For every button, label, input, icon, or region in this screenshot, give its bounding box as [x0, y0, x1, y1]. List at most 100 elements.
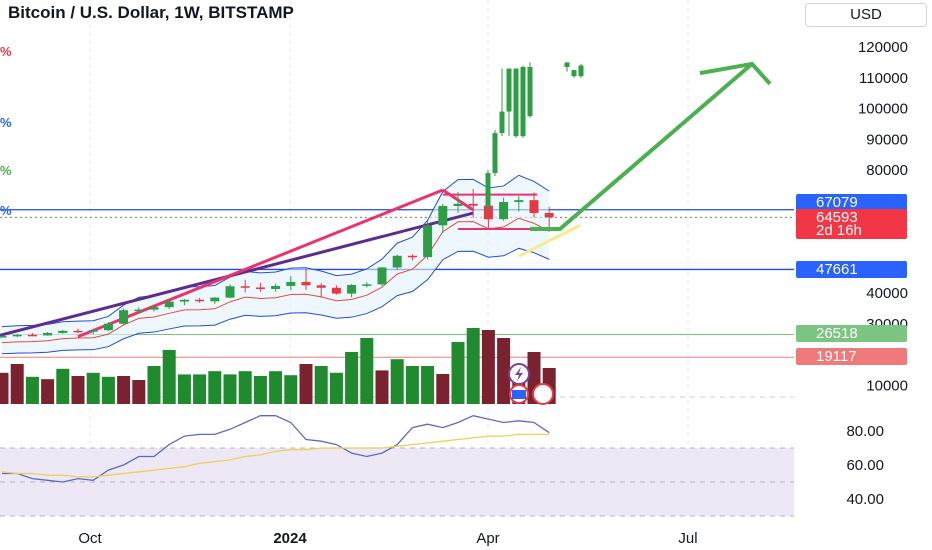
candle-body	[103, 323, 113, 331]
projection-body	[571, 70, 577, 77]
volume-bar	[56, 368, 70, 404]
candle-body	[331, 287, 341, 294]
volume-bar	[223, 374, 237, 404]
price-tag: 67079	[796, 194, 907, 211]
candle-body	[195, 299, 205, 302]
volume-bar	[329, 372, 343, 404]
candle-body	[347, 285, 357, 294]
volume-bar	[390, 359, 404, 404]
projection-arrowhead	[699, 61, 772, 86]
candle-body	[316, 285, 326, 288]
currency-selector[interactable]: USD	[805, 3, 927, 27]
candle-body	[119, 310, 129, 324]
x-tick-label: Apr	[476, 530, 499, 547]
y-tick-label: 90000	[866, 131, 908, 148]
us-flag-icon	[512, 390, 526, 399]
candle-body	[134, 309, 144, 312]
candle-body	[73, 330, 83, 333]
bollinger-upper-line	[1, 174, 550, 328]
percent-marker: %	[0, 163, 12, 178]
lightning-icon	[515, 367, 523, 381]
x-tick-label: Oct	[78, 530, 102, 547]
percent-marker: %	[0, 115, 12, 130]
volume-bar	[0, 372, 9, 404]
bollinger-lower-line	[1, 247, 550, 355]
candle-body	[0, 336, 7, 338]
projection-body	[513, 68, 519, 137]
candle-body	[164, 301, 174, 308]
candle-body	[377, 267, 387, 285]
projection-body	[520, 66, 526, 137]
candle-body	[423, 225, 433, 258]
candle-body	[407, 255, 417, 258]
projection-body	[506, 68, 512, 112]
price-tag: 26518	[796, 325, 907, 342]
volume-bar	[25, 376, 39, 404]
volume-bar	[208, 371, 222, 404]
projection-arrow	[530, 62, 754, 232]
price-tag: 64593	[796, 209, 907, 226]
volume-bar	[466, 328, 480, 404]
volume-bar	[238, 371, 252, 404]
projection-body	[492, 133, 498, 174]
volume-bar	[162, 350, 176, 404]
candle-body	[58, 330, 68, 333]
rsi-y-tick-label: 60.00	[846, 457, 884, 474]
candle-body	[210, 297, 220, 302]
rsi-line	[2, 415, 550, 483]
candle-body	[225, 286, 235, 298]
price-tag: 47661	[796, 261, 907, 278]
projection-body	[527, 66, 533, 117]
volume-bar	[299, 364, 313, 404]
y-tick-label: 120000	[858, 39, 908, 56]
event-flag-icon-2	[532, 383, 554, 405]
volume-bar	[86, 372, 100, 404]
candle-body	[255, 287, 265, 290]
candle-body	[514, 200, 524, 202]
candle-body	[240, 286, 250, 288]
candle-body	[301, 281, 311, 286]
x-tick-label: 2024	[273, 530, 307, 547]
rsi-signal-line	[1, 433, 550, 478]
projection-body	[499, 111, 505, 134]
candle-body	[286, 281, 296, 286]
volume-bar	[71, 376, 85, 404]
volume-bar	[314, 366, 328, 404]
volume-bar	[451, 342, 465, 404]
volume-bar	[177, 374, 191, 404]
volume-bar	[269, 371, 283, 404]
volume-bar	[375, 370, 389, 404]
volume-bar	[421, 366, 435, 404]
volume-bar	[101, 376, 115, 404]
candle-body	[12, 334, 22, 337]
volume-bar	[497, 338, 511, 404]
candle-body	[179, 299, 189, 302]
volume-bar	[10, 364, 24, 404]
candle-body	[529, 200, 539, 214]
projection-body	[578, 65, 584, 77]
rsi-y-tick-label: 40.00	[846, 491, 884, 508]
y-tick-label: 80000	[866, 162, 908, 179]
candle-body	[468, 203, 478, 206]
candle-body	[453, 203, 463, 206]
candle-body	[27, 334, 37, 337]
y-tick-label: 40000	[866, 285, 908, 302]
rsi-y-tick-label: 80.00	[846, 423, 884, 440]
volume-bar	[41, 379, 55, 404]
candle-body	[88, 330, 98, 332]
chart-title: Bitcoin / U.S. Dollar, 1W, BITSTAMP	[8, 3, 294, 22]
volume-bar	[360, 338, 374, 404]
pink-trend-line	[77, 188, 444, 339]
x-tick-label: Jul	[678, 530, 697, 547]
volume-bar	[436, 374, 450, 404]
candle-body	[149, 307, 159, 310]
volume-bar	[147, 366, 161, 404]
volume-bar	[117, 376, 131, 404]
volume-bar	[132, 380, 146, 404]
volume-bar	[284, 375, 298, 404]
percent-marker: %	[0, 203, 12, 218]
volume-bar	[481, 330, 495, 404]
candle-body	[544, 213, 554, 218]
